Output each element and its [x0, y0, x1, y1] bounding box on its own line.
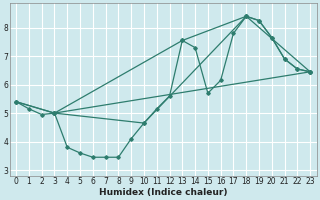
X-axis label: Humidex (Indice chaleur): Humidex (Indice chaleur): [99, 188, 228, 197]
